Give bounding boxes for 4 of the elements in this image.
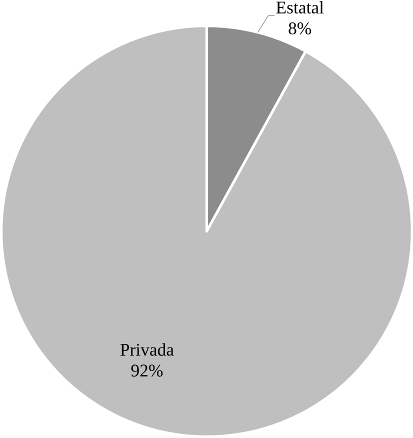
slice-label: Estatal xyxy=(276,1,324,14)
data-label: 92% xyxy=(131,364,162,377)
data-label: 8% xyxy=(288,22,311,34)
slice-label: Privada xyxy=(120,343,174,356)
